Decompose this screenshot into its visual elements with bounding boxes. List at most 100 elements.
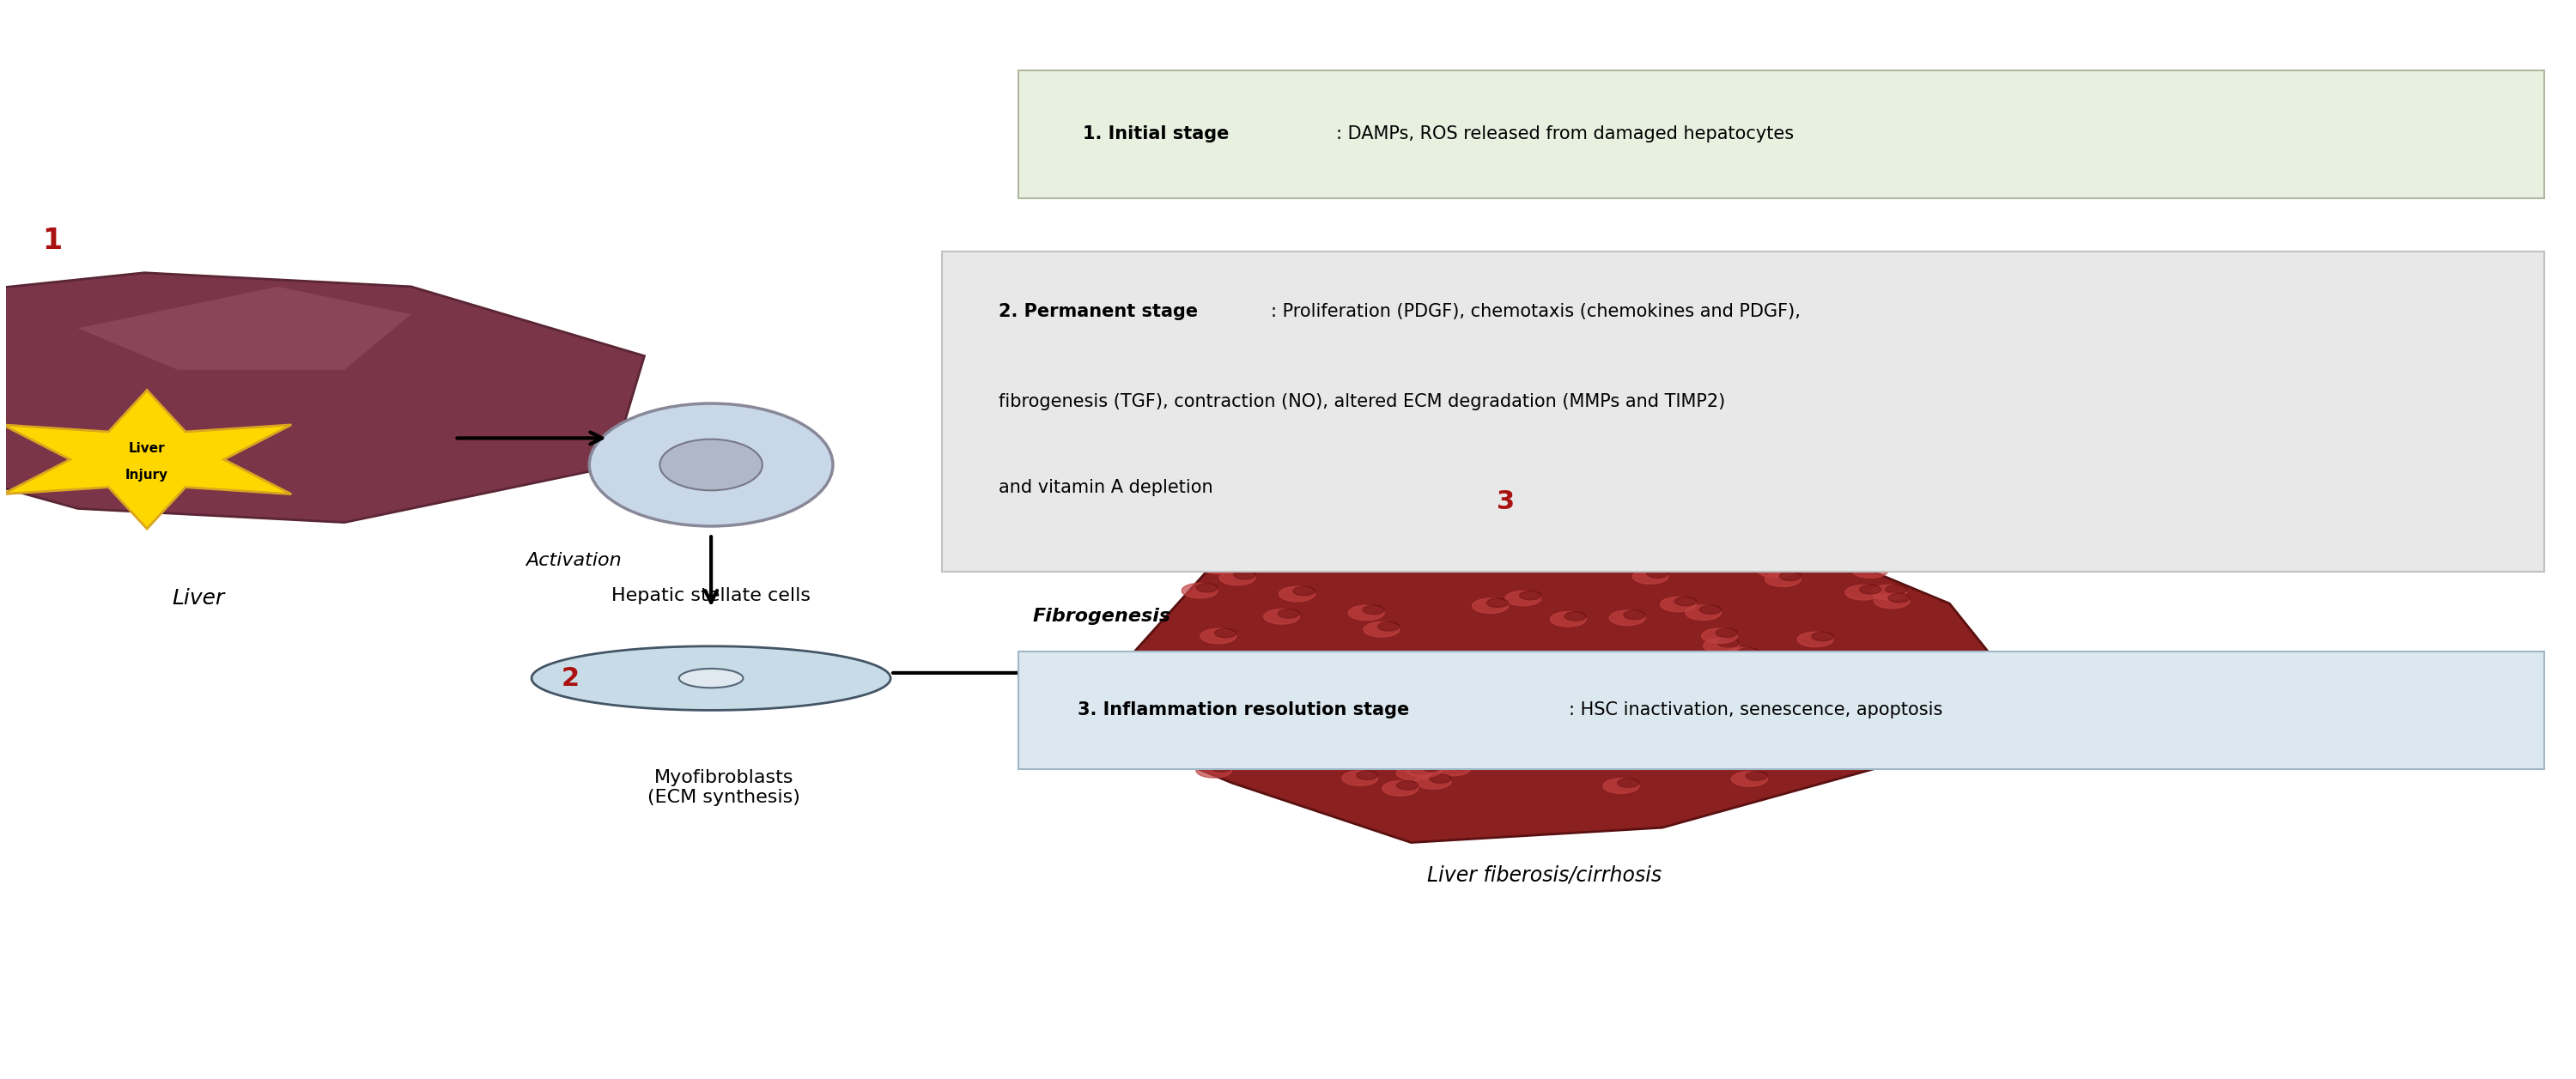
Circle shape: [1535, 714, 1571, 728]
Circle shape: [1224, 708, 1247, 716]
Circle shape: [1406, 763, 1443, 777]
Circle shape: [1229, 720, 1249, 728]
Circle shape: [1682, 679, 1705, 687]
Circle shape: [1278, 705, 1301, 713]
Circle shape: [1347, 605, 1383, 620]
Circle shape: [1208, 544, 1229, 552]
Circle shape: [1448, 549, 1484, 563]
Circle shape: [1242, 740, 1278, 755]
Circle shape: [1757, 562, 1793, 577]
FancyBboxPatch shape: [1018, 652, 2545, 769]
Ellipse shape: [590, 404, 832, 527]
Circle shape: [1669, 679, 1705, 694]
Circle shape: [1182, 660, 1218, 675]
Circle shape: [1703, 628, 1736, 643]
Ellipse shape: [659, 439, 762, 491]
Text: and vitamin A depletion: and vitamin A depletion: [999, 479, 1213, 496]
Circle shape: [1620, 556, 1643, 565]
Circle shape: [1723, 647, 1759, 663]
Circle shape: [1685, 605, 1721, 620]
Circle shape: [1489, 716, 1525, 732]
Circle shape: [1855, 708, 1891, 723]
Circle shape: [1296, 666, 1319, 675]
Circle shape: [1342, 682, 1378, 697]
Text: fibrogenesis (TGF), contraction (NO), altered ECM degradation (MMPs and TIMP2): fibrogenesis (TGF), contraction (NO), al…: [999, 394, 1726, 410]
Polygon shape: [3, 391, 291, 529]
Circle shape: [1321, 743, 1345, 753]
Circle shape: [1700, 605, 1721, 614]
Circle shape: [1618, 778, 1638, 788]
Circle shape: [1607, 556, 1643, 571]
Circle shape: [1401, 697, 1425, 706]
Circle shape: [1435, 761, 1471, 776]
Circle shape: [1584, 743, 1607, 752]
Circle shape: [1772, 699, 1808, 714]
Text: 2. Permanent stage: 2. Permanent stage: [999, 302, 1203, 319]
Circle shape: [1747, 771, 1767, 780]
Circle shape: [1631, 663, 1651, 671]
Circle shape: [1414, 774, 1450, 789]
Circle shape: [1731, 771, 1767, 787]
Circle shape: [1788, 699, 1808, 709]
Circle shape: [1662, 597, 1695, 612]
Circle shape: [1870, 585, 1906, 600]
FancyBboxPatch shape: [1018, 70, 2545, 199]
Circle shape: [1216, 720, 1249, 735]
Circle shape: [1280, 665, 1301, 673]
Circle shape: [1440, 544, 1473, 559]
Circle shape: [1417, 658, 1437, 667]
Circle shape: [1211, 763, 1231, 771]
Circle shape: [1278, 587, 1314, 601]
Circle shape: [1883, 726, 1904, 735]
Circle shape: [1844, 585, 1880, 600]
Text: Activation: Activation: [526, 552, 621, 570]
Circle shape: [1198, 660, 1218, 669]
Circle shape: [1610, 611, 1646, 626]
Circle shape: [1602, 778, 1638, 793]
Text: Liver: Liver: [173, 588, 224, 609]
Circle shape: [1224, 549, 1260, 564]
Text: Injury: Injury: [126, 469, 167, 482]
Circle shape: [1646, 569, 1669, 578]
Circle shape: [1265, 665, 1301, 680]
Circle shape: [1615, 663, 1651, 678]
Circle shape: [1414, 708, 1437, 716]
Circle shape: [1334, 659, 1358, 669]
Circle shape: [1378, 622, 1399, 631]
Circle shape: [1819, 653, 1855, 668]
Circle shape: [1551, 612, 1587, 627]
Circle shape: [1615, 747, 1649, 762]
Circle shape: [1798, 632, 1834, 647]
Circle shape: [1291, 751, 1327, 766]
Circle shape: [1873, 593, 1909, 609]
Circle shape: [1383, 781, 1419, 796]
Circle shape: [1342, 770, 1378, 786]
Circle shape: [1216, 629, 1236, 638]
Circle shape: [1278, 610, 1298, 618]
Circle shape: [1703, 638, 1739, 653]
Polygon shape: [531, 646, 891, 710]
Circle shape: [1814, 670, 1850, 685]
Circle shape: [1394, 653, 1414, 661]
Circle shape: [1193, 544, 1229, 559]
Circle shape: [1731, 740, 1767, 754]
Circle shape: [1860, 585, 1880, 595]
Circle shape: [1775, 736, 1811, 751]
Circle shape: [1283, 666, 1319, 681]
Circle shape: [1618, 755, 1654, 769]
Circle shape: [1520, 591, 1540, 600]
Circle shape: [1772, 562, 1793, 572]
Circle shape: [1458, 722, 1492, 736]
Circle shape: [1747, 740, 1767, 749]
Text: Hepatic stellate cells: Hepatic stellate cells: [611, 588, 811, 604]
Circle shape: [1473, 599, 1510, 613]
Circle shape: [1401, 658, 1437, 673]
Circle shape: [1358, 770, 1378, 780]
Text: 2: 2: [562, 666, 580, 691]
Circle shape: [1401, 708, 1437, 723]
Circle shape: [1265, 705, 1301, 720]
Circle shape: [1195, 763, 1231, 778]
Circle shape: [1886, 585, 1906, 593]
Circle shape: [1396, 765, 1432, 780]
Text: : Proliferation (PDGF), chemotaxis (chemokines and PDGF),: : Proliferation (PDGF), chemotaxis (chem…: [1270, 302, 1801, 319]
